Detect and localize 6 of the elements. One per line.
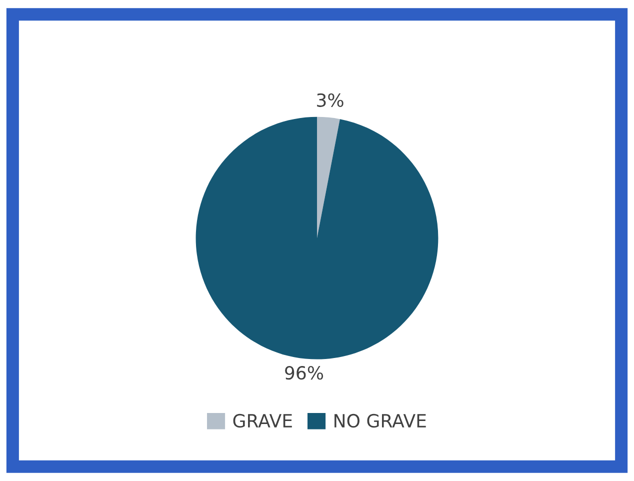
pie-slice [196, 116, 438, 360]
legend-label: GRAVE [233, 414, 292, 428]
legend-label: NO GRAVE [334, 414, 426, 428]
data-label: 3% [317, 93, 344, 107]
pie-slice [317, 116, 340, 238]
data-label: 96% [285, 366, 324, 380]
